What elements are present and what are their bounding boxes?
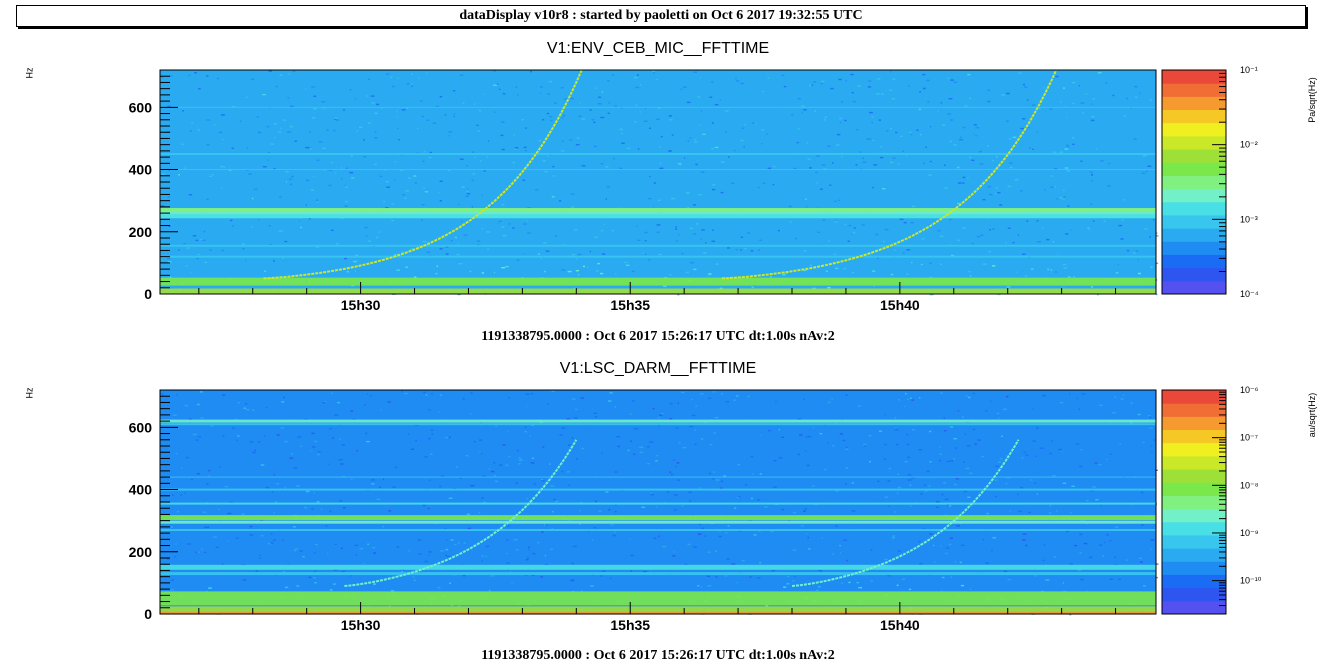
plot2-colorbar-tick-0: 10⁻⁶	[1240, 385, 1259, 395]
plot1-colorbar-tick-3: 10⁻⁴	[1240, 289, 1259, 299]
plot2-title: V1:LSC_DARM__FFTTIME	[559, 360, 757, 377]
plot1-chirp-1	[721, 69, 1058, 280]
plot2-x-tick-1: 15h35	[610, 617, 650, 633]
plot2-spectral-line-8	[160, 564, 1156, 570]
app-title-bar: dataDisplay v10r8 : started by paoletti …	[16, 5, 1306, 27]
plot2-spectral-line-5	[160, 515, 1156, 521]
plot2-spectral-line-3	[160, 488, 1156, 491]
plot2-y-tick-0: 0	[144, 606, 152, 622]
plot2-x-tick-2: 15h40	[880, 617, 920, 633]
plot2-colorbar-tick-1: 10⁻⁷	[1240, 433, 1258, 443]
plot1-title: V1:ENV_CEB_MIC__FFTTIME	[546, 40, 770, 57]
plot1-spectral-line-6	[160, 244, 1156, 247]
plot1-spectral-line-9	[160, 288, 1156, 295]
plot2-spectral-line-10	[160, 591, 1156, 606]
plot2-spectral-line-2	[160, 476, 1156, 478]
plot1-x-tick-1: 15h35	[610, 297, 650, 313]
plot1-chirp-0	[263, 69, 583, 280]
plot2-spectral-line-6	[160, 520, 1156, 524]
plot2-x-tick-0: 15h30	[341, 617, 381, 633]
plot1-spectral-line-8	[160, 277, 1156, 286]
plot1-spectral-line-0	[160, 208, 1156, 219]
plot2-spectral-line-0	[160, 419, 1156, 423]
plot2-spectral-line-4	[160, 502, 1156, 505]
plot1-spectral-line-3	[160, 153, 1156, 155]
plot2-chirp-1	[791, 439, 1020, 587]
plot1-y-tick-3: 600	[129, 99, 153, 115]
plot2-colorbar-tick-4: 10⁻¹⁰	[1240, 576, 1262, 586]
plot2-y-tick-2: 400	[129, 482, 153, 498]
plot2-colorbar-tick-2: 10⁻⁸	[1240, 480, 1259, 490]
plot2-y-tick-1: 200	[129, 544, 153, 560]
plot2-time-stamp: 1191338795.0000 : Oct 6 2017 15:26:17 UT…	[481, 648, 835, 663]
plot1-spectral-line-7	[160, 255, 1156, 258]
plot1-colorbar-tick-0: 10⁻¹	[1240, 65, 1258, 75]
plot2-spectral-line-7	[160, 529, 1156, 531]
plot2-colorbar-tick-3: 10⁻⁹	[1240, 528, 1259, 538]
plot1-colorbar-tick-2: 10⁻³	[1240, 214, 1258, 224]
plot1-y-tick-0: 0	[144, 286, 152, 302]
plot2-spectral-line-9	[160, 572, 1156, 576]
plot2-spectrogram: 0 200 400 600 15h30 15h35 15h40 10⁻⁶ 10⁻⁷ 10⁻⁸ 10⁻…	[129, 385, 1262, 633]
plot1-x-tick-0: 15h30	[341, 297, 381, 313]
plot1-y-tick-2: 400	[129, 162, 153, 178]
plot2-chirp-0	[344, 439, 578, 587]
plot1-spectral-line-2	[160, 214, 1156, 219]
plot1-spectral-line-4	[160, 169, 1156, 171]
app-title: dataDisplay v10r8 : started by paoletti …	[459, 8, 863, 23]
plot1-y-tick-1: 200	[129, 224, 153, 240]
plot2-spectral-line-1	[160, 423, 1156, 426]
plot1-spectral-line-5	[160, 106, 1156, 108]
plot1-x-tick-2: 15h40	[880, 297, 920, 313]
plot2-spectral-line-11	[160, 606, 1156, 613]
plot2-spectral-line-12	[160, 611, 1156, 615]
plot1-spectrogram: 0 200 400 600 15h30 15h35 15h40 10⁻¹ 10⁻² 10⁻³ 10⁻…	[129, 65, 1259, 313]
plot1-time-stamp: 1191338795.0000 : Oct 6 2017 15:26:17 UT…	[481, 329, 835, 344]
plot2-y-tick-3: 600	[129, 419, 153, 435]
plot1-colorbar-tick-1: 10⁻²	[1240, 140, 1258, 150]
plot1-spectral-line-1	[160, 208, 1156, 212]
